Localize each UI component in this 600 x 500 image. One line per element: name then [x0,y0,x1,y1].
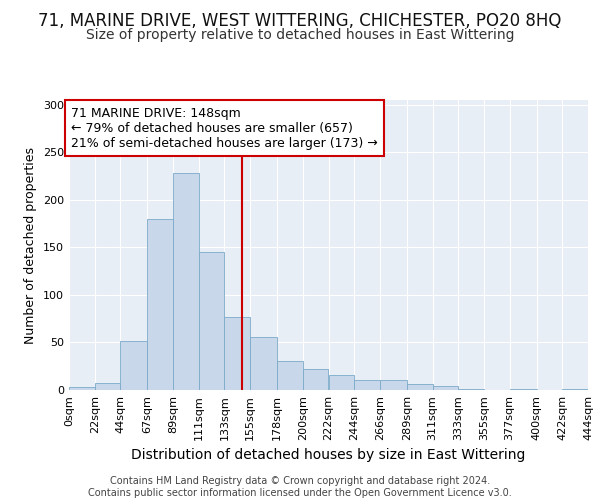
Y-axis label: Number of detached properties: Number of detached properties [25,146,37,344]
Text: Size of property relative to detached houses in East Wittering: Size of property relative to detached ho… [86,28,514,42]
Text: Contains HM Land Registry data © Crown copyright and database right 2024.
Contai: Contains HM Land Registry data © Crown c… [88,476,512,498]
Bar [95,384,121,390]
Bar [458,389,484,390]
Bar [380,380,407,390]
Bar [121,340,148,390]
Text: 71, MARINE DRIVE, WEST WITTERING, CHICHESTER, PO20 8HQ: 71, MARINE DRIVE, WEST WITTERING, CHICHE… [38,12,562,30]
Text: 71 MARINE DRIVE: 148sqm
← 79% of detached houses are smaller (657)
21% of semi-d: 71 MARINE DRIVE: 148sqm ← 79% of detache… [71,106,378,150]
Bar [407,384,433,390]
Bar [173,173,199,390]
X-axis label: Distribution of detached houses by size in East Wittering: Distribution of detached houses by size … [131,448,526,462]
Bar [148,219,173,390]
Bar [354,380,380,390]
Bar [329,375,354,390]
Bar [277,360,303,390]
Bar [509,389,536,390]
Bar [562,389,588,390]
Bar [433,386,458,390]
Bar [303,369,329,390]
Bar [199,252,224,390]
Bar [69,387,95,390]
Bar [250,337,277,390]
Bar [224,317,250,390]
